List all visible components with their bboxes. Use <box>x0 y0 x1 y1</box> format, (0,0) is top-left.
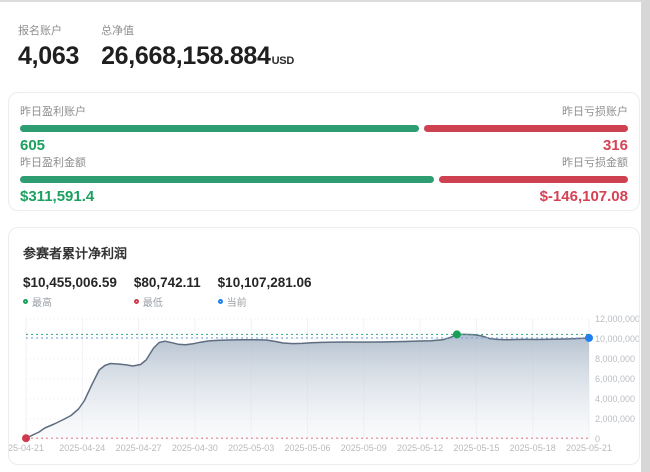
y-axis-label: 6,000,000 <box>595 374 636 384</box>
profit-accounts-label: 昨日盈利账户 <box>20 106 86 118</box>
x-axis-label: 25-04-21 <box>8 443 45 453</box>
high-ring-icon <box>23 299 28 304</box>
stat-current-legend: 当前 <box>217 294 312 309</box>
x-axis-label: 2025-05-03 <box>228 443 275 453</box>
accounts-ratio-row: 昨日盈利账户 昨日亏损账户 605 316 <box>20 103 628 154</box>
stat-high-legend: 最高 <box>23 294 117 309</box>
profit-accounts-bar <box>20 125 420 132</box>
y-axis-label: 0 <box>595 434 601 444</box>
x-axis-label: 2025-05-21 <box>565 443 613 453</box>
current-ring-icon <box>217 299 223 304</box>
y-axis-label: 4,000,000 <box>595 394 636 404</box>
profit-amount-value: $311,591.4 <box>20 188 95 205</box>
accounts-ratio-bar <box>20 125 628 132</box>
registered-accounts-label: 报名账户 <box>18 25 62 37</box>
amount-ratio-row: 昨日盈利金额 昨日亏损金额 $311,591.4 $-146,107.08 <box>20 154 628 205</box>
profit-accounts-value: 605 <box>20 137 46 154</box>
stat-high: $10,455,006.59 最高 <box>23 275 117 309</box>
x-axis-label: 2025-05-12 <box>397 443 444 453</box>
x-axis-label: 2025-05-15 <box>453 443 500 453</box>
currency-unit: USD <box>271 55 295 67</box>
total-net-value-label: 总净值 <box>101 25 135 37</box>
stat-low-label: 最低 <box>142 298 163 309</box>
total-net-value-value: 26,668,158.884USD <box>101 42 294 71</box>
stat-low-value: $80,742.11 <box>133 275 201 290</box>
total-net-value-stat: 总净值 26,668,158.884USD <box>101 22 294 71</box>
registered-accounts-value: 4,063 <box>18 42 80 70</box>
low-point-marker <box>22 434 30 443</box>
stat-low: $80,742.11 最低 <box>133 275 201 309</box>
y-axis-label: 10,000,000 <box>595 334 640 344</box>
profit-area-chart <box>22 318 593 443</box>
top-stats: 报名账户 4,063 总净值 26,668,158.884USD <box>18 22 294 71</box>
current-point-marker <box>585 333 593 342</box>
loss-amount-value: $-146,107.08 <box>539 188 628 205</box>
x-axis-label: 2025-05-09 <box>340 443 387 453</box>
x-axis-label: 2025-05-06 <box>284 443 331 453</box>
registered-accounts-stat: 报名账户 4,063 <box>18 22 79 71</box>
window-edge-right <box>641 0 650 472</box>
total-net-value-number: 26,668,158.884 <box>101 42 271 70</box>
x-axis-label: 2025-04-24 <box>59 443 106 453</box>
y-axis-label: 2,000,000 <box>595 414 636 424</box>
amount-ratio-bar <box>20 176 628 183</box>
loss-accounts-bar <box>424 125 628 132</box>
stat-current: $10,107,281.06 当前 <box>217 275 312 309</box>
low-ring-icon <box>133 299 139 304</box>
cumulative-profit-card: 参赛者累计净利润 $10,455,006.59 最高 $80,742.11 最低 $10… <box>8 227 640 465</box>
x-axis-label: 2025-05-18 <box>509 443 556 453</box>
profit-amount-bar <box>20 176 434 183</box>
stat-low-legend: 最低 <box>133 294 201 309</box>
stat-current-value: $10,107,281.06 <box>217 275 312 290</box>
chart-stats-row: $10,455,006.59 最高 $80,742.11 最低 $10,107,281.… <box>23 275 312 309</box>
x-axis-label: 2025-04-30 <box>171 443 218 453</box>
profit-amount-label: 昨日盈利金额 <box>20 157 86 169</box>
stat-high-label: 最高 <box>32 298 52 309</box>
high-point-marker <box>452 330 461 339</box>
loss-amount-label: 昨日亏损金额 <box>562 157 628 169</box>
stat-current-label: 当前 <box>226 298 247 309</box>
y-axis-label: 12,000,000 <box>595 314 640 324</box>
window-edge-top <box>0 0 650 2</box>
stat-high-value: $10,455,006.59 <box>23 275 117 290</box>
y-axis-label: 8,000,000 <box>595 354 636 364</box>
loss-amount-bar <box>438 176 628 183</box>
loss-accounts-label: 昨日亏损账户 <box>562 106 628 118</box>
x-axis-label: 2025-04-27 <box>115 443 162 453</box>
yesterday-profit-loss-card: 昨日盈利账户 昨日亏损账户 605 316 昨日盈利金额 昨日亏损金额 $311… <box>8 92 640 211</box>
loss-accounts-value: 316 <box>602 137 628 154</box>
chart-title: 参赛者累计净利润 <box>23 246 128 261</box>
